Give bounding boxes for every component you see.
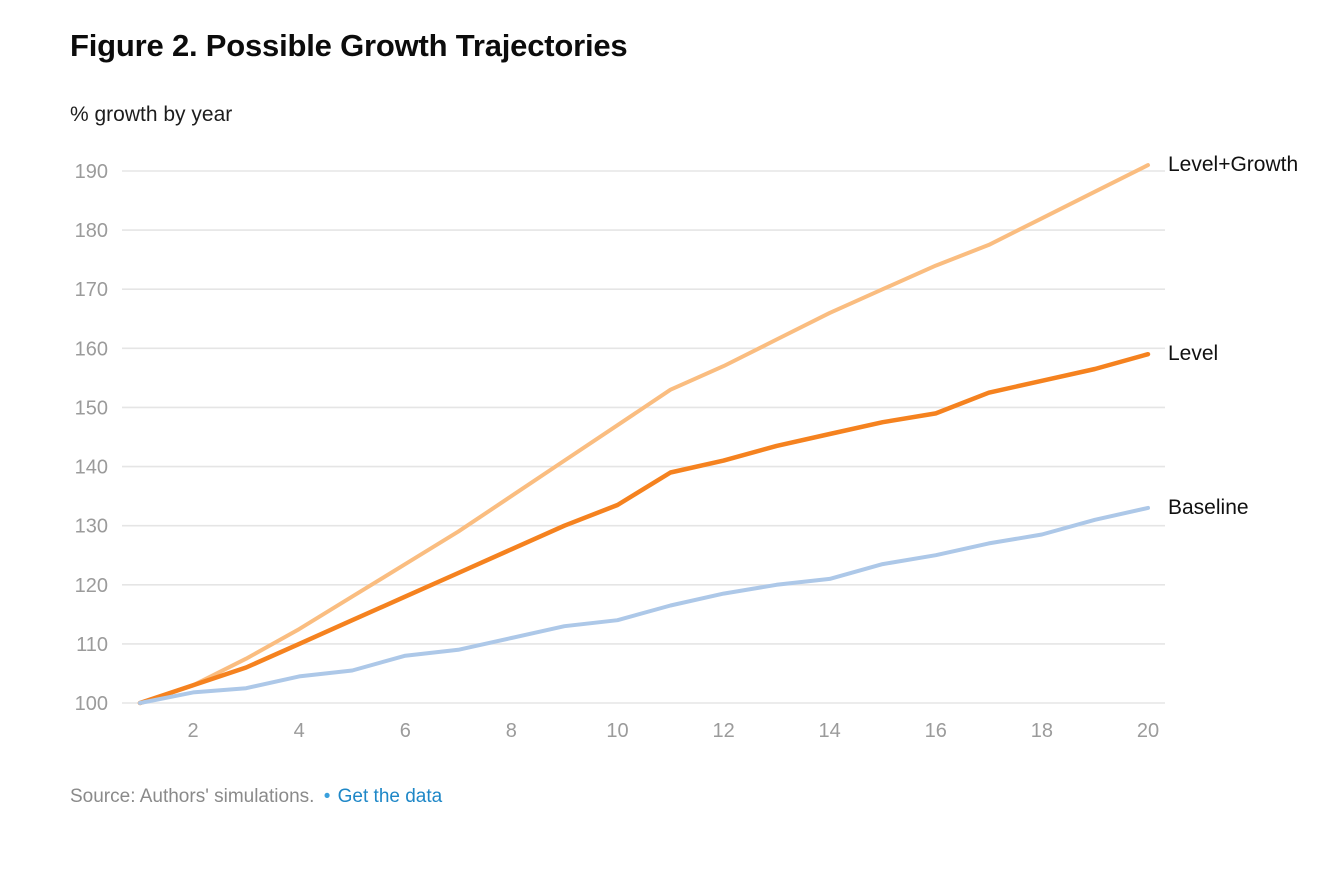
- x-tick-label-16: 16: [925, 720, 947, 742]
- y-tick-label-170: 170: [75, 279, 108, 301]
- x-tick-label-6: 6: [400, 720, 411, 742]
- y-tick-label-120: 120: [75, 575, 108, 597]
- get-the-data-link[interactable]: Get the data: [337, 786, 443, 807]
- line-baseline: [138, 505, 1150, 705]
- x-tick-label-14: 14: [819, 720, 841, 742]
- y-tick-label-140: 140: [75, 457, 108, 479]
- x-tick-label-4: 4: [294, 720, 305, 742]
- y-tick-label-150: 150: [75, 397, 108, 419]
- x-tick-label-12: 12: [712, 720, 734, 742]
- y-tick-label-180: 180: [75, 220, 108, 242]
- bullet-separator: •: [323, 786, 331, 807]
- source-text: Source: Authors' simulations.: [70, 786, 315, 807]
- y-tick-label-130: 130: [75, 516, 108, 538]
- series-label-baseline: Baseline: [1168, 495, 1249, 519]
- chart-subtitle: % growth by year: [70, 103, 233, 126]
- source-note: Source: Authors' simulations. • Get the …: [70, 786, 442, 808]
- y-tick-label-160: 160: [75, 338, 108, 360]
- x-axis-tick-labels: 2 4 6 8 10 12 14 16 18 20: [187, 720, 1159, 742]
- x-tick-label-8: 8: [506, 720, 517, 742]
- y-tick-label-100: 100: [75, 693, 108, 715]
- y-tick-label-190: 190: [75, 161, 108, 183]
- x-tick-label-20: 20: [1137, 720, 1159, 742]
- x-tick-label-18: 18: [1031, 720, 1053, 742]
- y-tick-label-110: 110: [76, 634, 108, 656]
- line-level: [137, 351, 1151, 706]
- data-lines: [137, 163, 1151, 706]
- x-tick-label-2: 2: [187, 720, 198, 742]
- series-label-level: Level: [1168, 342, 1219, 366]
- y-axis-tick-labels: 100 110 120 130 140 150 160 170 180 190: [75, 161, 108, 715]
- line-level-growth: [138, 163, 1150, 705]
- chart-title: Figure 2. Possible Growth Trajectories: [70, 28, 628, 63]
- series-label-level-growth: Level+Growth: [1168, 153, 1299, 177]
- x-tick-label-10: 10: [606, 720, 628, 742]
- gridlines: [122, 170, 1165, 704]
